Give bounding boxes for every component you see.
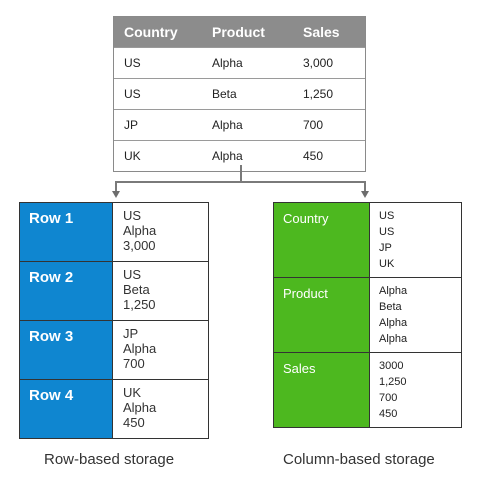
column-value: Alpha: [379, 317, 408, 329]
header-product: Product: [212, 24, 265, 40]
row-value: Alpha: [123, 341, 157, 356]
row-block: Row 4 UK Alpha 450: [20, 379, 208, 438]
column-block: Product Alpha Beta Alpha Alpha: [274, 277, 461, 352]
column-value: 1,250: [379, 376, 407, 388]
row-block: Row 2 US Beta 1,250: [20, 261, 208, 320]
column-value: Alpha: [379, 285, 408, 297]
column-value: 450: [379, 408, 398, 420]
row-block: Row 3 JP Alpha 700: [20, 320, 208, 379]
row-label: Row 3: [20, 321, 113, 379]
row-label: Row 1: [20, 203, 113, 261]
row-value: US: [123, 267, 142, 282]
column-value: 3000: [379, 360, 404, 372]
column-label: Sales: [274, 353, 370, 427]
table-row: US Beta 1,250: [114, 78, 365, 109]
column-value: JP: [379, 242, 392, 254]
column-block: Sales 3000 1,250 700 450: [274, 352, 461, 427]
row-based-storage: Row 1 US Alpha 3,000 Row 2 US Beta 1,250…: [19, 202, 209, 439]
row-value: 450: [123, 415, 145, 430]
row-values: US Beta 1,250: [113, 262, 156, 320]
row-value: Alpha: [123, 223, 157, 238]
column-values: 3000 1,250 700 450: [370, 353, 407, 427]
cell-product: Alpha: [212, 56, 243, 70]
row-value: UK: [123, 385, 142, 400]
cell-product: Alpha: [212, 149, 243, 163]
column-value: Alpha: [379, 333, 408, 345]
row-value: US: [123, 208, 142, 223]
header-sales: Sales: [303, 24, 340, 40]
cell-country: UK: [124, 149, 141, 163]
cell-sales: 1,250: [303, 87, 334, 101]
column-label: Product: [274, 278, 370, 352]
column-storage-caption: Column-based storage: [283, 451, 435, 468]
row-value: 1,250: [123, 297, 156, 312]
column-block: Country US US JP UK: [274, 203, 461, 277]
column-value: UK: [379, 258, 395, 270]
source-table-header: Country Product Sales: [114, 17, 365, 47]
connector-right-drop: [364, 181, 366, 191]
table-row: JP Alpha 700: [114, 109, 365, 140]
source-table: Country Product Sales US Alpha 3,000 US …: [113, 16, 366, 172]
column-value: US: [379, 226, 395, 238]
row-block: Row 1 US Alpha 3,000: [20, 203, 208, 261]
cell-sales: 700: [303, 118, 324, 132]
row-value: 700: [123, 356, 145, 371]
connector-bar: [115, 181, 366, 183]
cell-sales: 3,000: [303, 56, 334, 70]
row-value: Alpha: [123, 400, 157, 415]
column-values: Alpha Beta Alpha Alpha: [370, 278, 407, 352]
cell-product: Beta: [212, 87, 237, 101]
row-storage-caption: Row-based storage: [44, 451, 175, 468]
row-value: Beta: [123, 282, 150, 297]
connector-stem: [240, 165, 242, 182]
row-values: JP Alpha 700: [113, 321, 156, 379]
cell-sales: 450: [303, 149, 324, 163]
cell-country: US: [124, 87, 141, 101]
cell-country: JP: [124, 118, 139, 132]
row-value: 3,000: [123, 238, 156, 253]
row-label: Row 4: [20, 380, 113, 438]
cell-country: US: [124, 56, 141, 70]
column-value: 700: [379, 392, 398, 404]
table-row: UK Alpha 450: [114, 140, 365, 171]
connector-left-drop: [115, 181, 117, 191]
column-label: Country: [274, 203, 370, 277]
column-values: US US JP UK: [370, 203, 394, 277]
row-label: Row 2: [20, 262, 113, 320]
row-values: US Alpha 3,000: [113, 203, 156, 261]
cell-product: Alpha: [212, 118, 243, 132]
column-value: US: [379, 210, 395, 222]
header-country: Country: [124, 24, 178, 40]
row-value: JP: [123, 326, 139, 341]
column-based-storage: Country US US JP UK Product Alpha Beta A…: [273, 202, 462, 428]
table-row: US Alpha 3,000: [114, 47, 365, 78]
column-value: Beta: [379, 301, 402, 313]
row-values: UK Alpha 450: [113, 380, 156, 438]
arrow-down-icon: [112, 191, 120, 198]
arrow-down-icon: [361, 191, 369, 198]
